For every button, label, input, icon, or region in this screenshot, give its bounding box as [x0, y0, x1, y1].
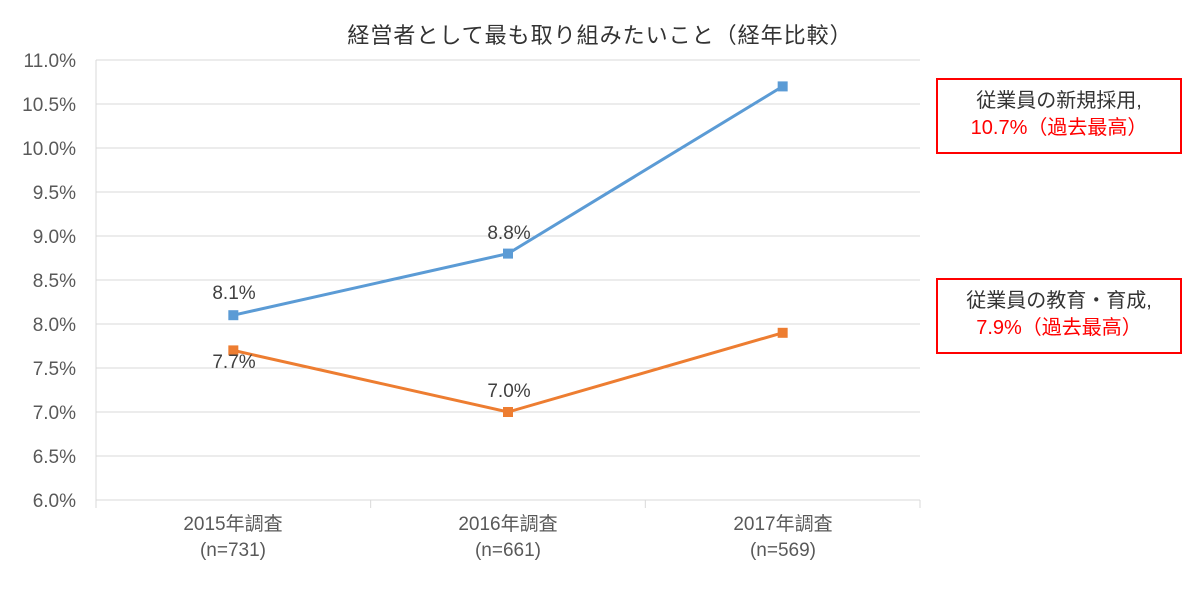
- callout-line2: 7.9%（過去最高）: [952, 315, 1166, 342]
- callout-line1: 従業員の教育・育成,: [952, 288, 1166, 315]
- data-label-training: 7.7%: [204, 352, 264, 374]
- y-tick-label: 11.0%: [0, 51, 76, 73]
- line-chart: 経営者として最も取り組みたいこと（経年比較） 11.0% 10.5% 10.0%…: [0, 0, 1200, 604]
- callout-line1: 従業員の新規採用,: [952, 88, 1166, 115]
- y-tick-label: 8.5%: [0, 271, 76, 293]
- y-tick-label: 10.0%: [0, 139, 76, 161]
- y-tick-label: 7.5%: [0, 359, 76, 381]
- data-label-hiring: 8.8%: [479, 223, 539, 245]
- series-marker-hiring: [228, 310, 238, 320]
- x-tick-label: 2017年調査 (n=569): [683, 512, 883, 563]
- chart-title: 経営者として最も取り組みたいこと（経年比較）: [0, 18, 1200, 50]
- series-marker-hiring: [503, 249, 513, 259]
- y-tick-label: 6.0%: [0, 491, 76, 513]
- callout-hiring: 従業員の新規採用, 10.7%（過去最高）: [936, 78, 1182, 154]
- y-tick-label: 10.5%: [0, 95, 76, 117]
- data-label-training: 7.0%: [479, 381, 539, 403]
- y-tick-label: 7.0%: [0, 403, 76, 425]
- y-tick-label: 9.5%: [0, 183, 76, 205]
- x-tick-label: 2015年調査 (n=731): [133, 512, 333, 563]
- y-tick-label: 9.0%: [0, 227, 76, 249]
- y-tick-label: 6.5%: [0, 447, 76, 469]
- callout-training: 従業員の教育・育成, 7.9%（過去最高）: [936, 278, 1182, 354]
- series-marker-training: [503, 407, 513, 417]
- data-label-hiring: 8.1%: [204, 283, 264, 305]
- series-marker-hiring: [778, 81, 788, 91]
- callout-line2: 10.7%（過去最高）: [952, 115, 1166, 142]
- y-tick-label: 8.0%: [0, 315, 76, 337]
- x-tick-label: 2016年調査 (n=661): [408, 512, 608, 563]
- series-marker-training: [778, 328, 788, 338]
- series-line-hiring: [233, 86, 782, 315]
